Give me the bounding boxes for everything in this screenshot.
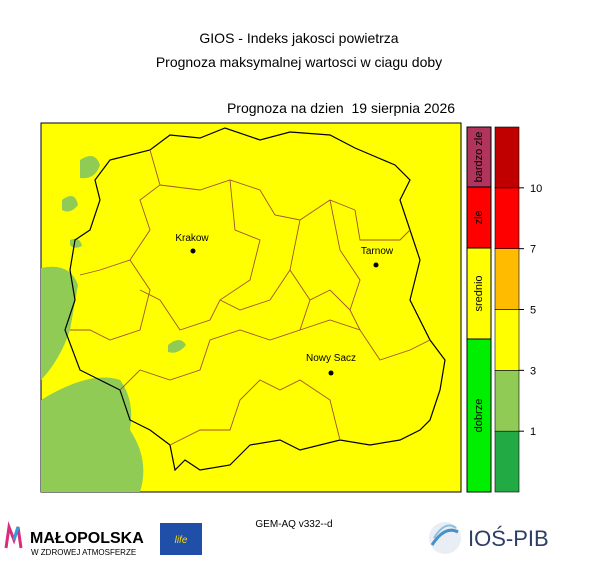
city-label: Krakow — [175, 233, 209, 244]
logo-right-text: IOŚ-PIB — [468, 526, 549, 551]
city-dot — [190, 248, 196, 254]
logo-left-sub: W ZDROWEJ ATMOSFERZE — [31, 548, 136, 557]
scale-tick-label: 1 — [530, 426, 536, 438]
model-label: GEM-AQ v332--d — [255, 519, 332, 530]
eu-logo-text: life — [175, 535, 188, 546]
category-label: dobrze — [473, 399, 485, 433]
city-label: Tarnow — [361, 246, 394, 257]
date-label: Prognoza na dzien 19 sierpnia 2026 — [227, 100, 455, 116]
map — [40, 122, 462, 493]
scale-segment — [494, 309, 520, 371]
category-bar: bardzo zle zle srednio dobrze — [466, 126, 492, 493]
category-label: bardzo zle — [473, 132, 485, 183]
scale-segment — [494, 370, 520, 432]
logo-left-text: MAŁOPOLSKA — [30, 530, 144, 547]
eu-logo — [160, 523, 202, 555]
scale-tick-label: 3 — [530, 365, 536, 377]
title: GIOS - Indeks jakosci powietrza — [199, 30, 398, 46]
category-segment — [466, 247, 492, 340]
category-segment — [466, 126, 492, 188]
city-dot — [373, 262, 379, 268]
scale-segment — [494, 248, 520, 310]
category-label: zle — [473, 210, 485, 224]
scale-segment — [494, 187, 520, 249]
logo-ios-icon — [429, 522, 461, 554]
city-label: Nowy Sacz — [306, 353, 356, 364]
category-segment — [466, 338, 492, 493]
scale-tick-label: 7 — [530, 244, 536, 256]
logo-malopolska — [4, 521, 23, 549]
color-scale: 1 3 5 7 10 — [494, 126, 542, 493]
scale-tick-label: 10 — [530, 183, 542, 195]
city-dot — [328, 370, 334, 376]
scale-segment — [494, 126, 520, 189]
category-label: srednio — [473, 275, 485, 311]
scale-tick-label: 5 — [530, 305, 536, 317]
subtitle: Prognoza maksymalnej wartosci w ciagu do… — [156, 54, 442, 70]
scale-segment — [494, 430, 520, 493]
